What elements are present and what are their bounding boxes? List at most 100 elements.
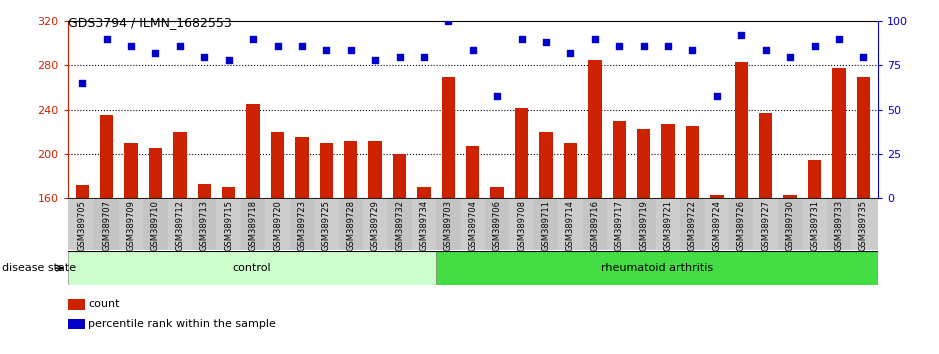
Bar [753,198,777,250]
Bar [270,132,285,354]
Text: GSM389714: GSM389714 [566,200,575,251]
Text: GSM389723: GSM389723 [298,200,306,251]
Bar [95,198,119,250]
Text: percentile rank within the sample: percentile rank within the sample [88,319,276,329]
Text: GSM389712: GSM389712 [176,200,184,251]
Bar [241,198,266,250]
Text: rheumatoid arthritis: rheumatoid arthritis [601,263,713,273]
Bar [148,148,162,354]
Bar [192,198,217,250]
Bar [436,251,878,285]
Text: GSM389720: GSM389720 [273,200,282,251]
Point [514,36,529,42]
Bar [704,198,729,250]
Bar [563,143,577,354]
Bar [363,198,388,250]
Text: GSM389732: GSM389732 [395,200,404,251]
Point [855,54,870,59]
Text: GSM389728: GSM389728 [346,200,355,251]
Bar [637,129,651,354]
Point [222,57,237,63]
Point [807,43,822,49]
Point [417,54,432,59]
Point [489,93,504,98]
Point [441,18,456,24]
Text: GSM389706: GSM389706 [493,200,501,251]
Bar [851,198,875,250]
Bar [558,198,582,250]
Bar [266,198,290,250]
Text: GSM389708: GSM389708 [517,200,526,251]
Bar [124,143,138,354]
Text: GSM389734: GSM389734 [420,200,428,251]
Text: GSM389727: GSM389727 [762,200,770,251]
Point [758,47,773,52]
Bar [217,198,241,250]
Text: GSM389709: GSM389709 [127,200,135,251]
Bar [437,198,461,250]
Bar [197,184,211,354]
Bar [808,160,822,354]
Point [466,47,481,52]
Bar [515,108,529,354]
Point [246,36,261,42]
Bar [319,143,333,354]
Text: GSM389725: GSM389725 [322,200,331,251]
Text: GSM389733: GSM389733 [835,200,843,251]
Bar [588,60,602,354]
Text: disease state: disease state [2,263,76,273]
Bar [612,121,626,354]
Text: GSM389730: GSM389730 [786,200,794,251]
Bar [582,198,607,250]
Point [831,36,846,42]
Bar [759,113,773,354]
Point [197,54,212,59]
Point [562,50,577,56]
Bar [655,198,680,250]
Bar [509,198,533,250]
Bar [783,195,797,354]
Text: GSM389704: GSM389704 [469,200,477,251]
Point [660,43,675,49]
Bar [119,198,144,250]
Text: GSM389731: GSM389731 [810,200,819,251]
Point [393,54,408,59]
Text: count: count [88,299,120,309]
Point [368,57,383,63]
Text: GSM389735: GSM389735 [859,200,868,251]
Bar [246,104,260,354]
Bar [607,198,631,250]
Bar [685,126,700,354]
Bar [70,198,95,250]
Point [344,47,359,52]
Text: GSM389713: GSM389713 [200,200,208,251]
Bar [144,198,168,250]
Text: GSM389710: GSM389710 [151,200,160,251]
Text: GSM389729: GSM389729 [371,200,379,251]
Text: GSM389716: GSM389716 [591,200,599,251]
Point [538,40,553,45]
Bar [485,198,509,250]
Text: GDS3794 / ILMN_1682553: GDS3794 / ILMN_1682553 [68,16,231,29]
Point [148,50,163,56]
Bar [461,198,485,250]
Bar [710,195,724,354]
Bar [729,198,753,250]
Point [709,93,724,98]
Point [295,43,310,49]
Bar [290,198,315,250]
Text: GSM389715: GSM389715 [224,200,233,251]
Bar [173,132,187,354]
Bar [339,198,363,250]
Point [270,43,285,49]
Bar [631,198,655,250]
Bar [533,198,558,250]
Bar [388,198,412,250]
Bar [393,154,407,354]
Text: GSM389726: GSM389726 [737,200,746,251]
Text: GSM389724: GSM389724 [713,200,721,251]
Bar [417,187,431,354]
Bar [734,62,748,354]
Point [636,43,651,49]
Text: GSM389711: GSM389711 [542,200,550,251]
